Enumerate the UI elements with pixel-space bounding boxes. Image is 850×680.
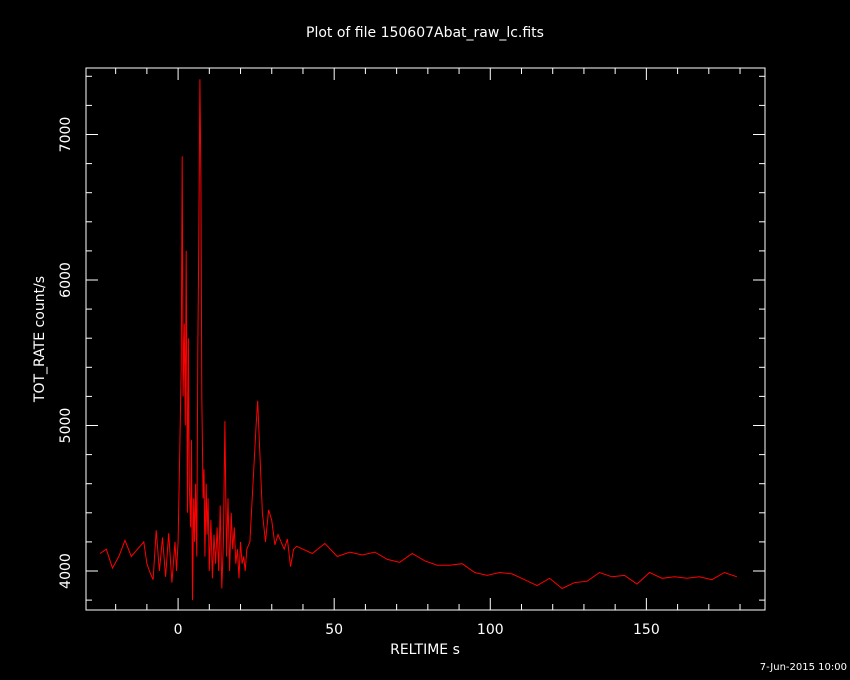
- x-tick-label: 150: [633, 622, 660, 638]
- y-tick-label: 6000: [58, 262, 74, 298]
- chart-title: Plot of file 150607Abat_raw_lc.fits: [306, 25, 544, 41]
- y-tick-label: 4000: [58, 553, 74, 589]
- x-tick-label: 50: [325, 622, 343, 638]
- x-tick-label: 100: [477, 622, 504, 638]
- x-axis-label: RELTIME s: [390, 642, 460, 658]
- y-tick-label: 7000: [58, 117, 74, 153]
- data-line: [99, 79, 738, 601]
- x-tick-label: 0: [174, 622, 183, 638]
- y-axis-label: TOT_RATE count/s: [32, 276, 48, 403]
- footer-date: 7-Jun-2015 10:00: [760, 662, 847, 673]
- y-tick-label: 5000: [58, 408, 74, 444]
- plot-frame: [85, 67, 766, 611]
